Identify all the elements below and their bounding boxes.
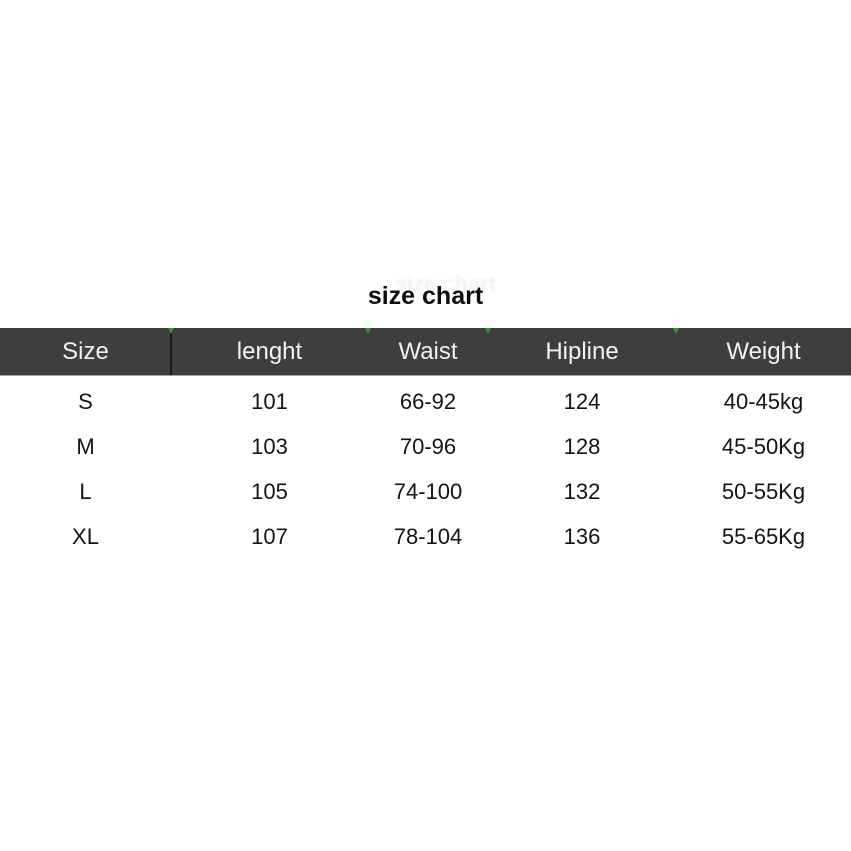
hipline-cell: 124 [563,389,601,414]
header-cell-length: lenght [236,338,303,365]
waist-cell: 78-104 [393,524,463,549]
header-cell-weight: Weight [726,338,801,365]
weight-cell: 50-55Kg [721,479,806,504]
size-table: Size lenght Waist Hipline Weight [0,328,851,376]
table-body: S 101 66-92 124 40-45kg M 103 70-96 128 … [0,379,851,559]
table-row-xl: XL 107 78-104 136 55-65Kg [0,514,851,559]
size-column-divider [170,328,172,375]
length-cell: 103 [251,434,288,459]
table-row-l: L 105 74-100 132 50-55Kg [0,469,851,514]
waist-cell: 74-100 [393,479,463,504]
weight-cell: 45-50Kg [721,434,806,459]
header-cell-waist: Waist [398,338,458,365]
hipline-cell: 136 [563,524,601,549]
header-cell-size: Size [62,338,109,365]
header-cell-hipline: Hipline [545,338,619,365]
size-cell: S [78,389,93,414]
length-cell: 107 [251,524,288,549]
weight-cell: 40-45kg [723,389,804,414]
table-header-row: Size lenght Waist Hipline Weight [0,328,851,376]
size-cell: L [79,479,92,504]
weight-cell: 55-65Kg [721,524,806,549]
size-cell: XL [72,524,99,549]
page-title: size chart [367,282,484,310]
hipline-cell: 128 [563,434,601,459]
length-cell: 105 [251,479,288,504]
green-wedge-icon [485,328,491,334]
green-wedge-icon [168,328,174,334]
table-row-m: M 103 70-96 128 45-50Kg [0,424,851,469]
size-cell: M [76,434,95,459]
length-cell: 101 [251,389,288,414]
green-wedge-icon [673,328,679,334]
waist-cell: 66-92 [399,389,457,414]
hipline-cell: 132 [563,479,601,504]
green-wedge-icon [365,328,371,334]
title-ghost-artifact: size chart [394,271,497,296]
waist-cell: 70-96 [399,434,457,459]
table-row-s: S 101 66-92 124 40-45kg [0,379,851,424]
